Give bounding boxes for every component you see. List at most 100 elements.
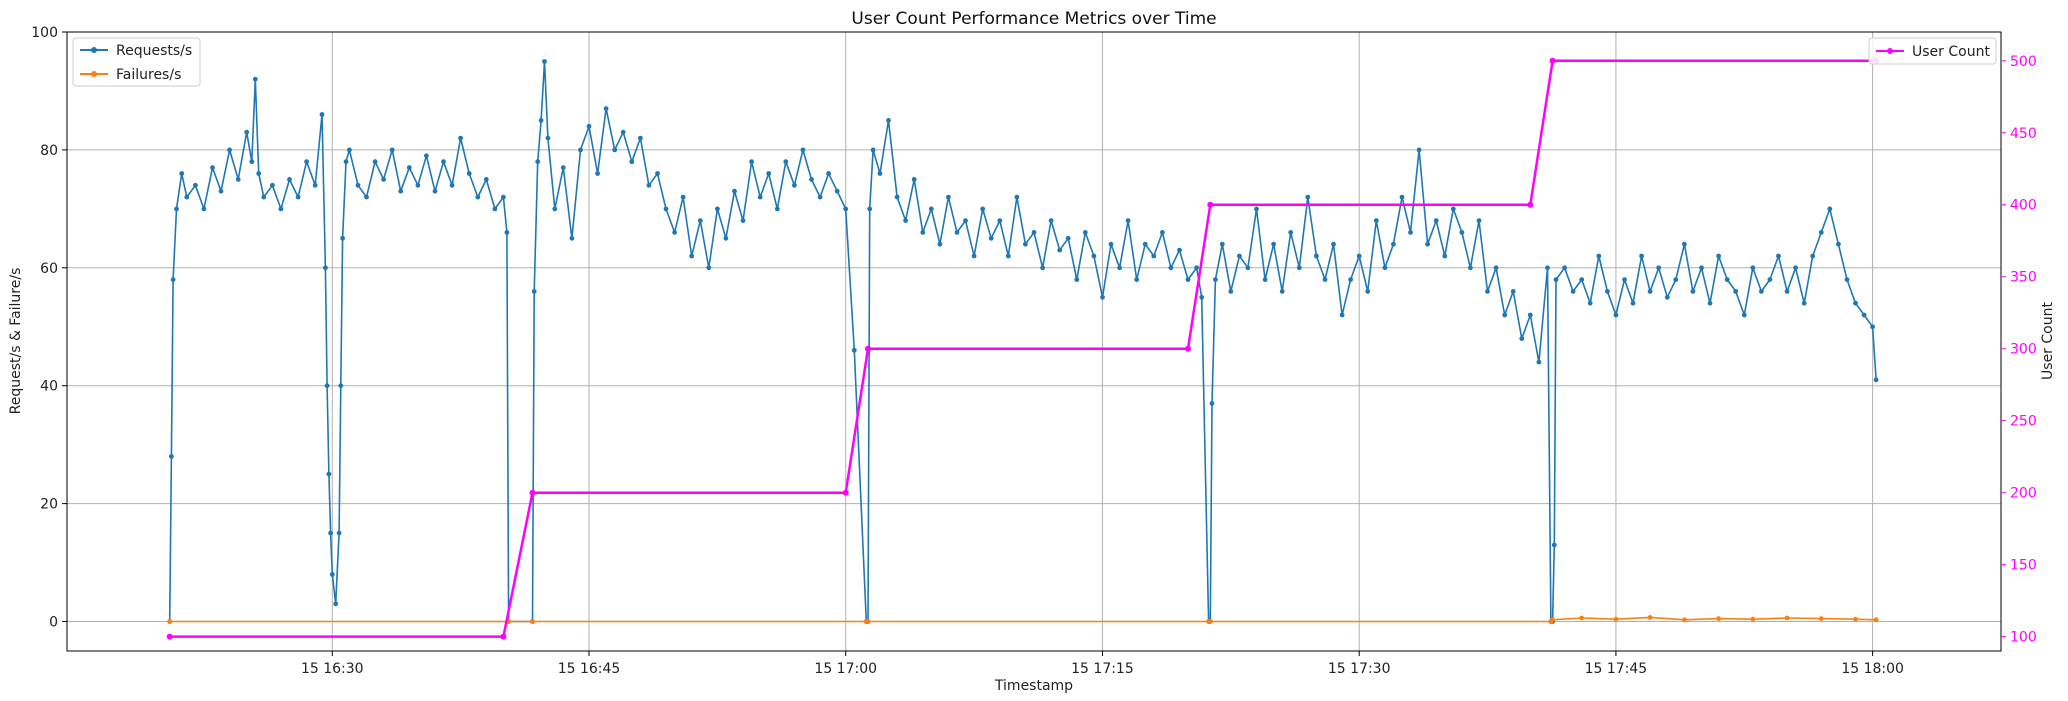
data-point: [333, 601, 339, 607]
data-point: [535, 159, 541, 165]
data-point: [193, 182, 198, 188]
data-point: [894, 194, 900, 200]
data-point: [971, 253, 977, 259]
data-point: [1348, 277, 1353, 282]
data-point: [560, 165, 566, 171]
data-point: [501, 194, 506, 200]
data-point: [1014, 194, 1020, 200]
data-point: [174, 206, 179, 212]
data-point: [278, 206, 284, 212]
data-point: [1664, 294, 1670, 300]
data-point: [227, 147, 233, 153]
data-point: [179, 171, 185, 176]
data-point: [170, 277, 176, 282]
data-point: [1459, 230, 1465, 235]
data-point: [774, 206, 780, 212]
data-point: [1160, 230, 1165, 235]
data-point: [304, 159, 309, 165]
data-point: [946, 194, 951, 200]
data-point: [1040, 265, 1045, 271]
data-point: [1767, 277, 1773, 282]
data-point: [740, 218, 746, 224]
data-point: [1305, 194, 1311, 200]
data-point: [1536, 359, 1542, 365]
right-tick-label: 400: [2010, 198, 2037, 214]
data-point: [680, 194, 686, 200]
data-point: [1622, 277, 1627, 282]
data-point: [1271, 241, 1276, 247]
data-point: [244, 129, 250, 135]
data-point: [1810, 253, 1816, 259]
data-point: [270, 182, 275, 188]
data-point: [552, 206, 558, 212]
data-point: [1048, 218, 1054, 224]
data-point: [697, 218, 703, 224]
legend-usercount-marker: [1887, 48, 1893, 54]
data-point: [809, 177, 814, 182]
data-point: [865, 345, 871, 352]
data-point: [1074, 277, 1080, 282]
data-point: [1699, 265, 1704, 271]
data-point: [1031, 230, 1037, 235]
data-point: [1108, 241, 1114, 247]
data-point: [347, 147, 352, 153]
data-point: [1570, 289, 1576, 294]
data-point: [1207, 201, 1214, 208]
data-point: [1117, 265, 1122, 271]
right-tick-label: 150: [2010, 558, 2037, 574]
data-point: [603, 106, 609, 111]
data-point: [1861, 312, 1867, 318]
data-point: [1587, 300, 1593, 306]
data-point: [1142, 241, 1148, 247]
data-point: [1057, 247, 1063, 253]
data-point: [1408, 230, 1413, 235]
data-point: [629, 159, 635, 165]
x-tick-label: 15 18:00: [1841, 661, 1904, 677]
data-point: [928, 206, 934, 212]
data-point: [1125, 218, 1131, 224]
data-point: [612, 147, 618, 153]
data-point: [381, 177, 386, 182]
data-point: [1853, 300, 1858, 306]
data-point: [1647, 289, 1653, 294]
data-point: [1873, 377, 1879, 383]
data-point: [492, 206, 498, 212]
data-point: [1682, 241, 1687, 247]
data-point: [210, 165, 215, 171]
data-point: [235, 177, 241, 182]
data-point: [877, 171, 883, 176]
data-point: [530, 619, 535, 624]
legend-requests-marker: [91, 47, 97, 53]
data-point: [1836, 241, 1841, 247]
data-point: [937, 241, 943, 247]
data-point: [886, 118, 891, 123]
data-point: [500, 633, 507, 640]
data-point: [295, 194, 301, 200]
data-point: [1450, 206, 1456, 212]
data-point: [424, 153, 429, 159]
data-point: [1237, 253, 1242, 259]
data-point: [1485, 289, 1490, 294]
data-point: [372, 159, 378, 165]
data-point: [1373, 218, 1379, 224]
data-point: [1673, 277, 1679, 282]
data-point: [1219, 241, 1225, 247]
data-point: [1005, 253, 1011, 259]
data-point: [1656, 265, 1662, 271]
data-point: [338, 383, 344, 389]
data-point: [1733, 289, 1739, 294]
right-tick-label: 500: [2010, 54, 2037, 70]
data-point: [529, 489, 536, 496]
data-point: [542, 59, 547, 64]
data-point: [1399, 194, 1405, 200]
data-point: [319, 112, 325, 117]
data-point: [715, 206, 720, 212]
data-point: [1818, 230, 1824, 235]
legend-failures-marker: [91, 71, 97, 77]
data-point: [483, 177, 489, 182]
data-series: [166, 57, 1880, 640]
data-point: [1630, 300, 1636, 306]
left-tick-label: 60: [40, 261, 58, 277]
data-point: [1613, 312, 1619, 318]
data-point: [911, 177, 917, 182]
